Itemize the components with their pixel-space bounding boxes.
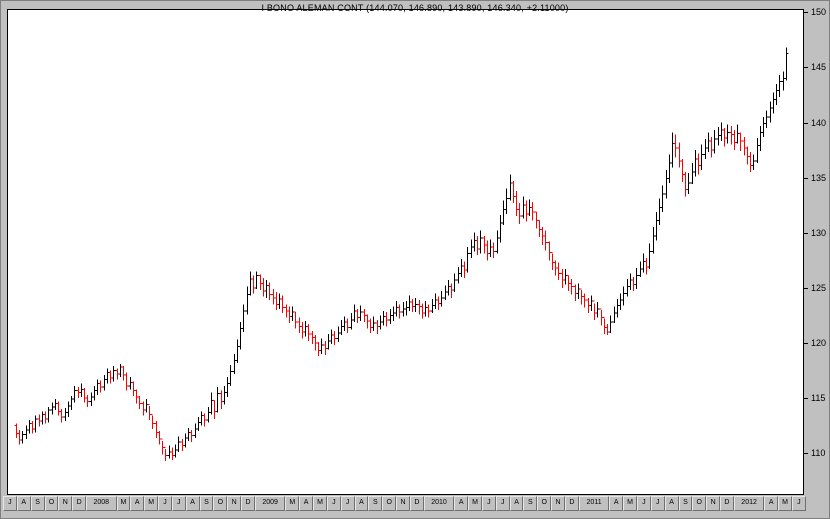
time-axis-month-label: M	[313, 496, 327, 511]
time-axis-month-label: S	[523, 496, 538, 511]
plot-area[interactable]	[7, 9, 804, 495]
time-axis-month-label: O	[692, 496, 707, 511]
time-axis-month-label: A	[764, 496, 779, 511]
time-axis-month-label: J	[3, 496, 17, 511]
time-axis-year-label: 2009	[254, 496, 286, 511]
price-axis-label: 140	[811, 118, 827, 128]
time-axis-year-label: 2010	[423, 496, 455, 511]
price-axis-label: 110	[811, 448, 826, 458]
price-axis: 150 145 140 135 130 125 120 115 110	[804, 7, 829, 495]
price-axis-label: 120	[811, 338, 827, 348]
time-axis-month-label: A	[664, 496, 679, 511]
price-axis-label: 130	[811, 228, 827, 238]
time-axis-month-label: S	[368, 496, 383, 511]
time-axis-year-label: 2012	[733, 496, 765, 511]
time-axis-month-label: N	[551, 496, 565, 511]
up-bars	[20, 47, 789, 459]
time-axis-month-label: A	[509, 496, 524, 511]
price-axis-label: 150	[811, 7, 827, 17]
price-axis-tick	[804, 288, 808, 289]
time-axis-month-label: O	[382, 496, 397, 511]
time-axis-month-label: O	[537, 496, 552, 511]
time-axis: J A S O N D 2008 M A M J J A S O N D 2009 M A M J J A S O N D 2010 A M…	[3, 496, 806, 511]
time-axis-month-label: M	[116, 496, 131, 511]
price-axis-label: 145	[811, 62, 827, 72]
time-axis-month-label: S	[30, 496, 45, 511]
price-axis-tick	[804, 123, 808, 124]
price-axis-label: 125	[811, 283, 827, 293]
time-axis-month-label: O	[213, 496, 228, 511]
time-axis-month-label: A	[454, 496, 469, 511]
time-axis-month-label: J	[326, 496, 341, 511]
time-axis-month-label: O	[44, 496, 59, 511]
time-axis-month-label: D	[565, 496, 579, 511]
time-axis-month-label: A	[130, 496, 145, 511]
time-axis-month-label: S	[199, 496, 214, 511]
time-axis-month-label: J	[636, 496, 651, 511]
time-axis-month-label: A	[299, 496, 314, 511]
price-axis-tick	[804, 178, 808, 179]
time-axis-month-label: J	[340, 496, 355, 511]
price-axis-tick	[804, 343, 808, 344]
price-bars-canvas	[14, 47, 789, 461]
time-axis-month-label: D	[409, 496, 424, 511]
time-axis-year-label: 2011	[578, 496, 610, 511]
time-axis-month-label: A	[185, 496, 200, 511]
time-axis-month-label: A	[354, 496, 369, 511]
time-axis-month-label: M	[623, 496, 637, 511]
price-axis-tick	[804, 453, 808, 454]
time-axis-month-label: M	[468, 496, 482, 511]
down-bars	[14, 125, 753, 461]
time-axis-month-label: J	[481, 496, 496, 511]
chart-title: I BONO ALEMAN CONT (144.070, 146.890, 14…	[261, 3, 569, 13]
time-axis-month-label: D	[720, 496, 734, 511]
time-axis-month-label: N	[58, 496, 73, 511]
time-axis-month-label: N	[227, 496, 242, 511]
time-axis-month-label: A	[16, 496, 31, 511]
time-axis-month-label: N	[706, 496, 721, 511]
bottom-strip	[1, 511, 829, 518]
price-axis-label: 115	[811, 393, 826, 403]
price-axis-label: 135	[811, 173, 827, 183]
time-axis-month-label: M	[285, 496, 300, 511]
time-axis-month-label: D	[241, 496, 255, 511]
price-axis-tick	[804, 398, 808, 399]
price-axis-tick	[804, 67, 808, 68]
time-axis-month-label: J	[792, 496, 806, 511]
time-axis-month-label: J	[650, 496, 665, 511]
time-axis-month-label: M	[144, 496, 159, 511]
time-axis-month-label: N	[396, 496, 410, 511]
time-axis-month-label: D	[72, 496, 87, 511]
time-axis-month-label: S	[678, 496, 693, 511]
price-axis-tick	[804, 12, 808, 13]
time-axis-month-label: A	[609, 496, 624, 511]
price-axis-tick	[804, 233, 808, 234]
time-axis-month-label: M	[778, 496, 792, 511]
time-axis-month-label: J	[158, 496, 172, 511]
time-axis-year-label: 2008	[86, 496, 117, 511]
time-axis-month-label: J	[495, 496, 510, 511]
time-axis-month-label: J	[171, 496, 186, 511]
